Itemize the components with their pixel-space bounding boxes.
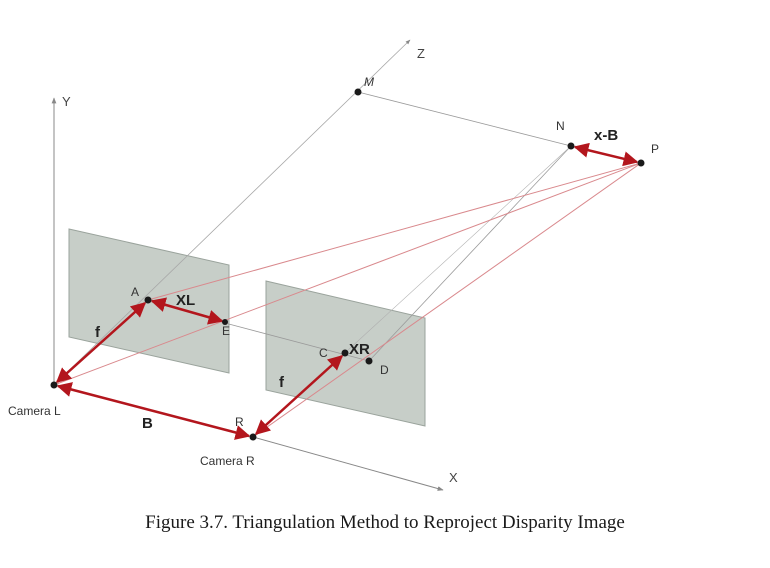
figure-caption: Figure 3.7. Triangulation Method to Repr… — [145, 512, 625, 533]
ray-a-p — [147, 162, 642, 301]
label-e: E — [222, 324, 230, 338]
label-m: M — [364, 75, 374, 89]
label-baseline: B — [142, 415, 153, 432]
label-f-left: f — [95, 324, 101, 341]
label-xl: XL — [176, 292, 195, 309]
label-xr: XR — [349, 341, 370, 358]
baseline-arrow — [56, 382, 251, 440]
point-a — [144, 296, 152, 304]
ray-l-p — [53, 162, 642, 386]
guide-m-n — [357, 91, 572, 147]
point-e — [222, 319, 228, 325]
guide-n-d — [368, 145, 572, 362]
point-camera-r — [249, 433, 257, 441]
point-d — [365, 357, 373, 365]
label-n: N — [556, 119, 565, 133]
label-camera-l: Camera L — [8, 404, 61, 418]
label-p: P — [651, 142, 659, 156]
point-n — [567, 142, 575, 150]
focal-left-arrow — [55, 301, 147, 384]
point-p — [637, 159, 645, 167]
label-f-right: f — [279, 374, 285, 391]
point-c — [341, 349, 349, 357]
x-axis — [252, 436, 444, 491]
axis-label-x: X — [449, 470, 458, 485]
axis-label-z: Z — [417, 46, 425, 61]
focal-right-arrow — [254, 354, 344, 436]
label-camera-r: Camera R — [200, 454, 255, 468]
label-x-minus-b: x-B — [594, 127, 618, 144]
point-camera-l — [50, 381, 58, 389]
xl-arrow — [150, 297, 224, 325]
triangulation-diagram: Y Z X M N P A E C D R XL XR x-B f f B Ca… — [8, 39, 659, 491]
x-minus-b-arrow — [573, 142, 639, 167]
label-a: A — [131, 285, 139, 299]
point-m — [354, 88, 362, 96]
label-c: C — [319, 346, 328, 360]
label-r: R — [235, 415, 244, 429]
axis-label-y: Y — [62, 94, 71, 109]
label-d: D — [380, 363, 389, 377]
